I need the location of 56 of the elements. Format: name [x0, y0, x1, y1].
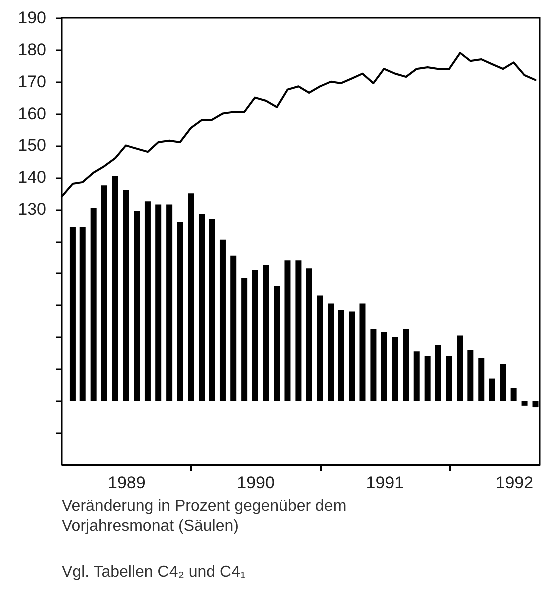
bar: [403, 329, 410, 402]
x-tick-label: 1989: [108, 474, 146, 492]
y-tick-label: 140: [18, 168, 46, 188]
bar: [70, 227, 76, 402]
y-tick-label: 190: [18, 8, 46, 28]
bar: [199, 214, 206, 402]
bar: [510, 388, 517, 402]
bar: [242, 278, 248, 402]
bar: [435, 345, 442, 402]
bar: [478, 358, 485, 402]
y-tick-label: 180: [18, 40, 46, 60]
bar: [112, 176, 118, 402]
bar: [284, 260, 291, 402]
bar: [306, 268, 312, 402]
bar: [90, 208, 97, 402]
bar: [338, 310, 344, 402]
bar: [134, 211, 140, 402]
bar: [101, 186, 108, 402]
bar: [263, 265, 270, 402]
bar: [209, 219, 216, 402]
x-tick-label: 1990: [237, 474, 275, 492]
bar: [188, 194, 194, 402]
bar: [424, 356, 431, 402]
bar: [489, 378, 496, 402]
x-tick-label: 1992: [496, 474, 534, 492]
bar: [177, 222, 184, 402]
bar: [123, 190, 130, 402]
bar: [370, 329, 377, 402]
bar: [414, 352, 420, 402]
bar: [144, 202, 151, 402]
y-tick-label: 130: [18, 200, 46, 220]
bar: [156, 204, 162, 402]
y-tick-label: 150: [18, 136, 46, 156]
bar: [381, 332, 388, 402]
bar: [446, 356, 452, 402]
bar: [252, 270, 258, 402]
bar: [296, 260, 302, 402]
bar: [220, 240, 226, 402]
y-tick-label: 170: [18, 72, 46, 92]
bar: [349, 312, 356, 402]
bar: [457, 336, 464, 402]
x-tick-label: 1991: [366, 474, 404, 492]
bar: [80, 227, 86, 402]
bar: [392, 337, 398, 402]
text: Veränderung in Prozent gegenüber dem Vorjahresmonat (Säulen): [62, 497, 348, 537]
bar: [166, 204, 173, 402]
bar: [230, 256, 237, 402]
bar: [522, 401, 528, 406]
bar: [317, 296, 324, 402]
bar: [360, 304, 366, 402]
text: Vgl. Tabellen C4₂ und C4₁: [62, 563, 247, 583]
bar: [274, 286, 280, 402]
bar: [328, 304, 334, 402]
y-tick-label: 160: [18, 104, 46, 124]
bar: [468, 350, 474, 402]
bar: [500, 364, 506, 402]
